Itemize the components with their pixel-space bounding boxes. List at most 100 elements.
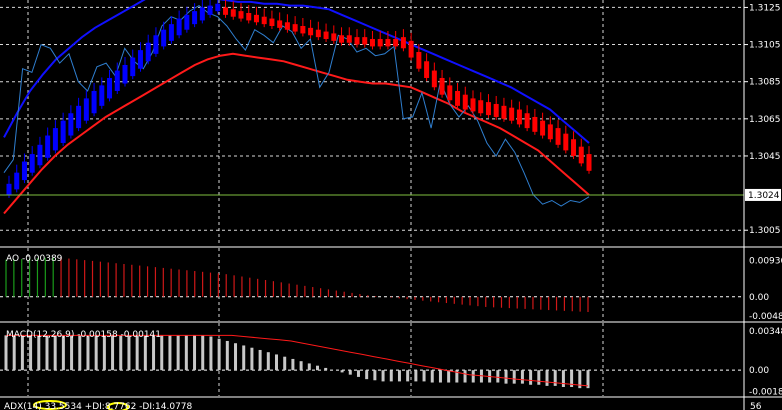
ao-tick-label: 0.00936 (749, 256, 782, 266)
macd-histogram (4, 335, 590, 389)
candle-body (45, 135, 51, 158)
candle-body (21, 161, 27, 181)
macd-tick-label: 0.00 (749, 366, 769, 376)
close-price-line (3, 4, 590, 207)
price-tick-label: 1.3125 (749, 3, 781, 13)
candle-body (14, 172, 20, 190)
candle-body (284, 22, 290, 30)
candle-body (578, 146, 584, 164)
lower-band-line (3, 52, 590, 215)
candle-body (555, 128, 561, 145)
candle-body (176, 18, 182, 36)
candle-body (52, 128, 58, 151)
candle-body (107, 77, 113, 99)
candle-body (571, 139, 577, 156)
candle-body (137, 50, 143, 69)
candle-body (308, 27, 314, 36)
candle-body (408, 40, 414, 58)
candle-body (323, 31, 329, 39)
candle-body (215, 3, 221, 12)
close-path (3, 4, 590, 207)
ao-grid (0, 248, 744, 321)
candle-body (99, 85, 105, 106)
candle-body (447, 85, 453, 101)
candle-body (114, 70, 120, 91)
candle-body (6, 183, 12, 195)
adx-panel: ADX(14) 33.5534 +DI:8.7762 -DI:14.0778 5… (4, 400, 762, 410)
candle-body (369, 38, 375, 47)
candle-body (184, 14, 190, 30)
candle-body (393, 38, 399, 47)
candle-body (563, 133, 569, 151)
candle-body (300, 25, 306, 34)
candle-body (501, 105, 507, 119)
main-price-axis: 1.3125 1.3105 1.3085 1.3065 1.3045 1.3005 1.30… (744, 3, 781, 236)
macd-label: MACD(12,26,9) -0.00158 -0.00141 (6, 330, 161, 340)
highlight-circle (33, 400, 67, 410)
candle-body (362, 37, 368, 45)
candle-body (261, 16, 267, 25)
candle-body (485, 102, 491, 116)
candle-body (354, 37, 360, 45)
candle-body (269, 18, 275, 26)
candle-body (153, 35, 159, 54)
candle-body (192, 11, 198, 25)
candle-body (168, 24, 174, 41)
candle-body (540, 120, 546, 136)
candle-body (223, 7, 229, 15)
ao-histogram (5, 257, 589, 313)
candle-body (455, 90, 461, 106)
candle-body (462, 94, 468, 110)
ao-label: AO -0.00389 (6, 254, 63, 264)
candle-body (478, 100, 484, 114)
candle-body (532, 116, 538, 132)
candle-body (37, 144, 43, 166)
candle-body (91, 90, 97, 114)
price-tick-label: 1.3005 (749, 226, 781, 236)
ao-tick-label: 0.00 (749, 293, 769, 303)
candle-body (547, 124, 553, 140)
candle-body (385, 38, 391, 47)
macd-tick-label: 0.00348 (749, 327, 782, 337)
candle-body (431, 70, 437, 88)
price-tick-label: 1.3105 (749, 41, 781, 51)
price-line-label: 1.3024 (748, 191, 780, 201)
candle-body (315, 29, 321, 38)
candle-body (246, 12, 252, 21)
adx-tick-label: 56 (750, 402, 762, 410)
ao-tick-label: -0.00487 (749, 312, 782, 322)
upper-band-line (3, 0, 590, 144)
ao-axis: 0.00936 0.00 -0.00487 (749, 256, 782, 322)
candle-body (253, 14, 259, 23)
macd-signal-path (6, 334, 589, 387)
candle-body (230, 9, 236, 17)
candle-body (207, 5, 213, 15)
price-tick-label: 1.3085 (749, 78, 781, 88)
candle-body (339, 35, 345, 43)
candle-body (439, 77, 445, 95)
candle-body (400, 37, 406, 49)
candle-body (161, 29, 167, 47)
candle-body (76, 105, 82, 129)
candle-body (29, 154, 35, 173)
candle-body (331, 33, 337, 41)
candle-body (346, 35, 352, 43)
candle-body (586, 154, 592, 171)
price-tick-label: 1.3045 (749, 152, 781, 162)
highlight-circle (107, 402, 129, 410)
macd-panel: MACD(12,26,9) -0.00158 -0.00141 0.003480… (0, 323, 782, 397)
candle-body (377, 38, 383, 47)
macd-axis: 0.00348 0.00 -0.00189 (749, 327, 782, 397)
price-tick-label: 1.3065 (749, 115, 781, 125)
candle-body (416, 51, 422, 69)
candlesticks (6, 0, 592, 198)
candle-body (493, 103, 499, 117)
lower-band-path (3, 52, 590, 215)
candle-body (83, 98, 89, 121)
macd-tick-label: -0.00189 (749, 387, 782, 397)
macd-signal-line (6, 334, 589, 387)
candle-body (68, 113, 74, 136)
candle-body (524, 113, 530, 129)
